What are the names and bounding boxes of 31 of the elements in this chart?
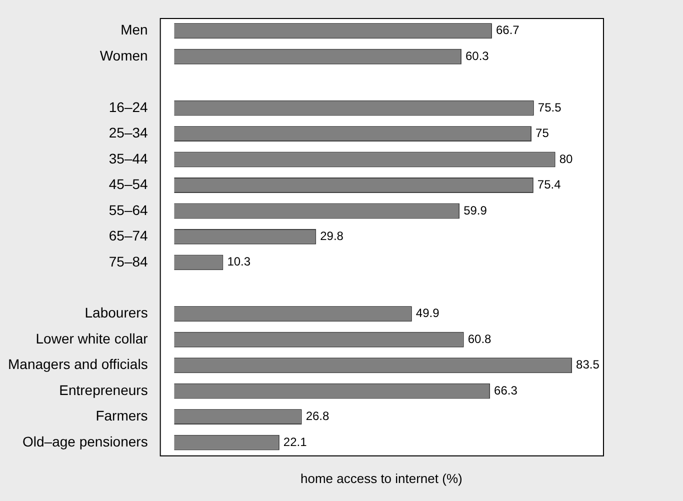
y-tick-label: 25–34	[108, 124, 148, 141]
y-tick-label: Entrepreneurs	[59, 382, 148, 398]
data-label: 75.5	[538, 100, 562, 114]
data-label: 59.9	[464, 203, 488, 218]
data-label: 49.9	[416, 306, 440, 320]
y-tick-label: Lower white collar	[36, 330, 148, 346]
data-label: 80	[559, 152, 574, 166]
y-tick-label: Old–age pensioners	[22, 433, 148, 450]
y-tick-label: 45–54	[108, 176, 148, 192]
y-tick-label: 75–84	[108, 253, 148, 270]
data-label: 75.4	[537, 178, 562, 192]
data-label: 75	[536, 126, 550, 140]
data-label: 26.8	[306, 409, 330, 424]
y-tick-label: Labourers	[84, 304, 148, 321]
data-label: 60.8	[468, 332, 492, 346]
y-tick-label: 35–44	[108, 150, 148, 166]
y-tick-label: Men	[120, 22, 148, 38]
y-tick-label: 65–74	[108, 228, 148, 244]
data-label: 22.1	[283, 434, 308, 449]
data-label: 29.8	[320, 229, 344, 244]
data-label: 83.5	[576, 358, 600, 372]
y-tick-label: Farmers	[96, 408, 148, 424]
y-tick-label: 16–24	[108, 98, 148, 115]
x-axis-title: home access to internet (%)	[300, 470, 462, 486]
y-tick-label: Managers and officials	[8, 356, 148, 372]
data-label: 10.3	[227, 254, 251, 269]
y-tick-label: Women	[100, 47, 148, 64]
data-label: 66.7	[496, 23, 520, 38]
data-label: 66.3	[494, 383, 518, 398]
data-label: 60.3	[465, 48, 490, 63]
y-tick-label: 55–64	[108, 202, 148, 218]
